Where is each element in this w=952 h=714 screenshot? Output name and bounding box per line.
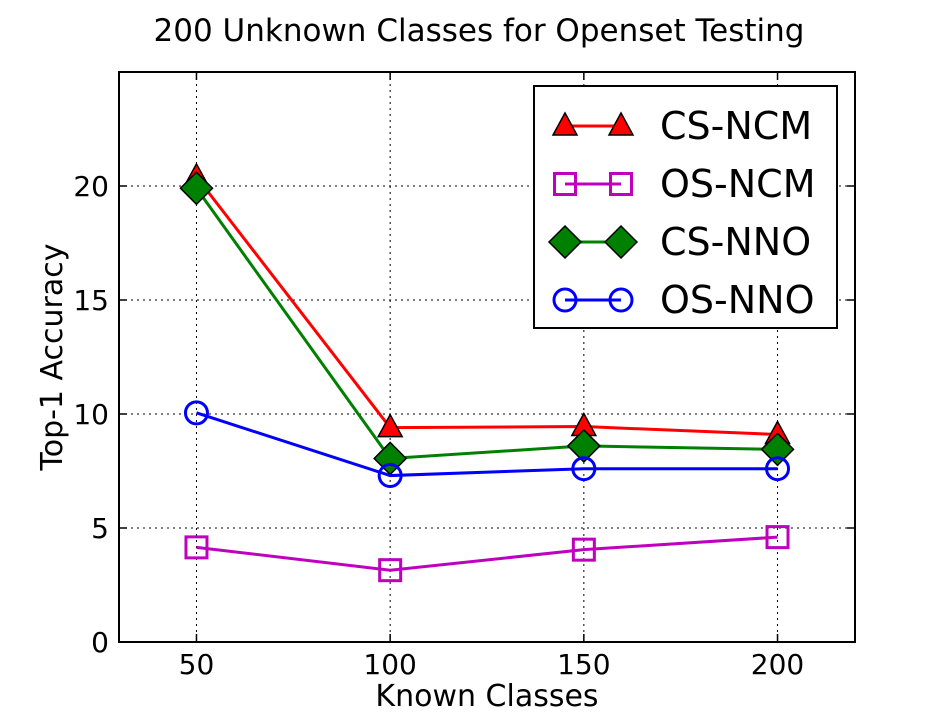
legend-marker (547, 224, 583, 260)
data-point (179, 171, 214, 206)
x-tick-label: 50 (179, 648, 215, 681)
plot-frame (118, 71, 856, 643)
x-tick-label: 100 (363, 648, 416, 681)
data-point (183, 400, 209, 426)
data-point (765, 456, 791, 482)
legend-label: OS-NNO (660, 278, 815, 322)
x-tick-label: 150 (557, 648, 610, 681)
series-line (196, 411, 778, 478)
y-axis-title: Top-1 Accuracy (35, 243, 70, 471)
data-point (765, 525, 790, 550)
data-point (571, 537, 596, 562)
y-tick-label: 15 (73, 284, 109, 317)
data-point (184, 535, 209, 560)
y-tick-label: 20 (73, 170, 109, 203)
y-axis: 0 5 10 15 20 (73, 170, 855, 659)
data-point (377, 463, 403, 489)
legend-marker (608, 287, 634, 313)
legend-marker (551, 111, 579, 136)
legend-entry-cs-ncm: CS-NCM (551, 104, 812, 148)
legend-marker (553, 172, 577, 196)
x-axis: 50 100 150 200 (179, 72, 804, 681)
series-os-nno (183, 400, 791, 489)
legend-entry-os-nno: OS-NNO (552, 278, 815, 322)
y-tick-label: 0 (91, 626, 109, 659)
legend-label: OS-NCM (660, 162, 816, 206)
data-point (571, 456, 597, 482)
chart-title: 200 Unknown Classes for Openset Testing (154, 13, 805, 49)
series-line (196, 535, 778, 572)
legend-entry-cs-nno: CS-NNO (547, 220, 811, 264)
data-point (373, 441, 408, 476)
legend-label: CS-NNO (660, 220, 811, 264)
series-line (195, 187, 778, 461)
legend: CS-NCM OS-NCM CS-NNO OS-NNO (533, 85, 838, 329)
legend-marker (552, 287, 578, 313)
x-tick-label: 200 (751, 648, 804, 681)
data-point (566, 428, 601, 463)
y-tick-label: 5 (91, 512, 109, 545)
series-layer (179, 162, 795, 583)
series-os-ncm (184, 525, 790, 583)
legend-entry-os-ncm: OS-NCM (553, 162, 816, 206)
series-line (195, 175, 778, 437)
legend-label: CS-NCM (660, 104, 812, 148)
legend-marker (607, 111, 635, 136)
data-point (760, 432, 795, 467)
x-axis-title: Known Classes (375, 679, 598, 714)
data-point (378, 558, 403, 583)
legend-marker (603, 224, 639, 260)
y-tick-label: 10 (73, 398, 109, 431)
legend-marker (609, 172, 633, 196)
data-point (376, 413, 404, 438)
